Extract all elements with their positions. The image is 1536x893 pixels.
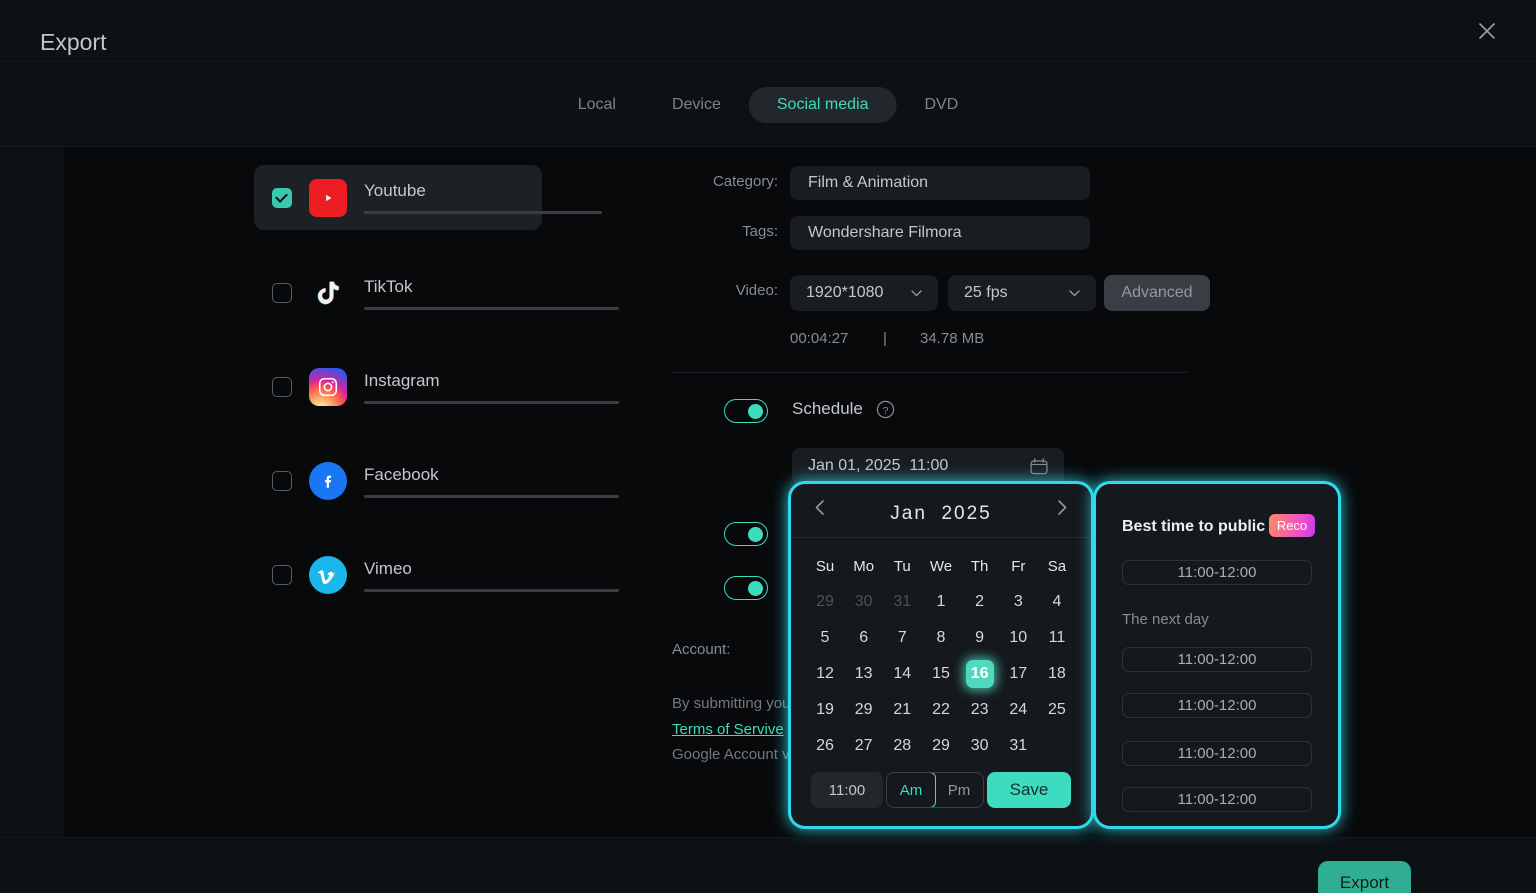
svg-text:?: ? [883,406,889,417]
